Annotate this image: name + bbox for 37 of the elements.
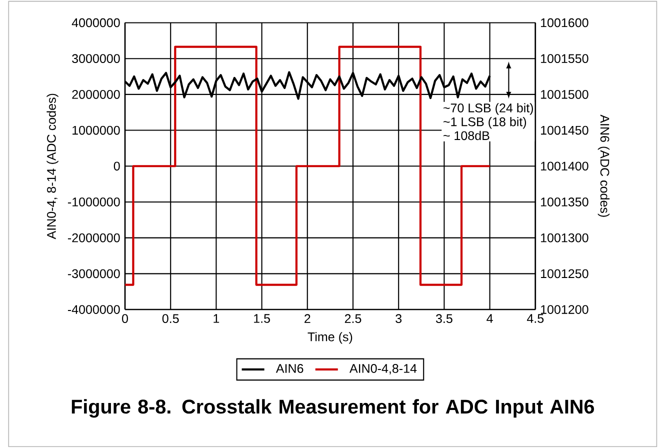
y-tick-label: 3000000: [72, 54, 120, 64]
annotation: ~ 108dB: [443, 130, 490, 140]
y2-tick-label: 1001400: [541, 162, 588, 171]
x-tick-label: 4: [486, 314, 493, 323]
x-axis-title: Time (s): [308, 332, 352, 344]
x-tick-label: 2.5: [344, 314, 362, 324]
x-tick-label: 2: [304, 314, 310, 323]
y2-tick-label: 1001600: [541, 18, 588, 28]
y-tick-label: 2000000: [72, 90, 120, 99]
x-tick-label: 0: [122, 314, 128, 324]
x-tick-label: 0.5: [162, 314, 179, 324]
text: Figure 8-8. Crosstalk Measurement for ADC Input AIN6: [72, 399, 594, 418]
legend-label: AIN0-4,8-14: [349, 364, 417, 374]
y2-axis-title: AIN6 (ADC codes): [598, 114, 610, 217]
legend-label: AIN6: [276, 364, 304, 373]
x-tick-label: 4.5: [526, 314, 544, 323]
y-axis-title: AIN0-4, 8-14 (ADC codes): [46, 94, 58, 240]
y-tick-label: -4000000: [68, 305, 120, 314]
x-tick-label: 3.5: [436, 314, 452, 324]
y2-tick-label: 1001250: [541, 269, 588, 278]
y-tick-label: -2000000: [68, 233, 120, 242]
y-tick-label: 0: [114, 162, 120, 171]
y2-tick-label: 1001500: [541, 90, 588, 99]
y2-tick-label: 1001200: [541, 305, 588, 314]
y-tick-label: -3000000: [68, 269, 120, 278]
annotation: ~70 LSB (24 bit): [443, 103, 534, 115]
y2-tick-label: 1001350: [541, 198, 588, 206]
annotation: ~1 LSB (18 bit): [443, 117, 526, 129]
y-tick-label: 4000000: [72, 18, 120, 28]
x-tick-label: 1: [214, 314, 220, 323]
x-tick-label: 1.5: [254, 314, 270, 323]
y-tick-label: 1000000: [72, 126, 120, 135]
y2-tick-label: 1001450: [541, 126, 588, 135]
y2-tick-label: 1001300: [541, 233, 588, 242]
y2-tick-label: 1001550: [541, 54, 588, 64]
y-tick-label: -1000000: [68, 198, 120, 206]
x-tick-label: 3: [396, 314, 402, 324]
